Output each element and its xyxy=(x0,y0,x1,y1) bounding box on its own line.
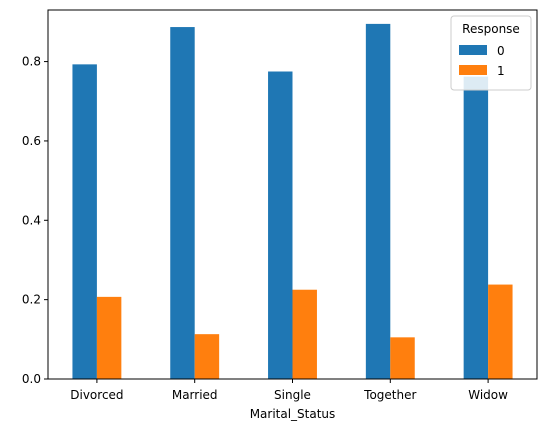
bar-together-series-0 xyxy=(365,23,391,380)
x-tick-label: Married xyxy=(172,388,218,402)
legend-title: Response xyxy=(462,22,520,36)
y-tick-label: 0.2 xyxy=(22,293,41,307)
y-tick-label: 0.6 xyxy=(22,134,41,148)
y-axis: 0.0 0.2 0.4 0.6 0.8 xyxy=(22,55,48,386)
legend-swatch-series-0 xyxy=(459,45,487,55)
bar-married-series-0 xyxy=(170,27,195,380)
x-tick-label: Widow xyxy=(468,388,508,402)
bars-group xyxy=(72,23,513,380)
bar-single-series-0 xyxy=(268,71,293,379)
y-tick-label: 0.8 xyxy=(22,55,41,69)
bar-widow-series-0 xyxy=(463,76,489,379)
x-tick-label: Together xyxy=(363,388,416,402)
x-axis-label: Marital_Status xyxy=(250,407,336,421)
bar-married-series-1 xyxy=(194,334,220,379)
y-tick-label: 0.0 xyxy=(22,372,41,386)
bar-together-series-1 xyxy=(390,337,415,379)
legend-label-series-1: 1 xyxy=(497,64,505,78)
x-tick-label: Divorced xyxy=(70,388,123,402)
x-tick-label: Single xyxy=(274,388,311,402)
bar-single-series-1 xyxy=(292,289,317,379)
x-axis: Divorced Married Single Together Widow xyxy=(70,379,508,402)
legend-label-series-0: 0 xyxy=(497,44,505,58)
plot-frame xyxy=(47,9,538,380)
bar-divorced-series-0 xyxy=(72,64,97,379)
bar-widow-series-1 xyxy=(488,284,513,379)
bar-divorced-series-1 xyxy=(96,296,122,379)
legend: Response 0 1 xyxy=(450,15,532,91)
y-tick-label: 0.4 xyxy=(22,213,41,227)
legend-swatch-series-1 xyxy=(459,65,487,75)
